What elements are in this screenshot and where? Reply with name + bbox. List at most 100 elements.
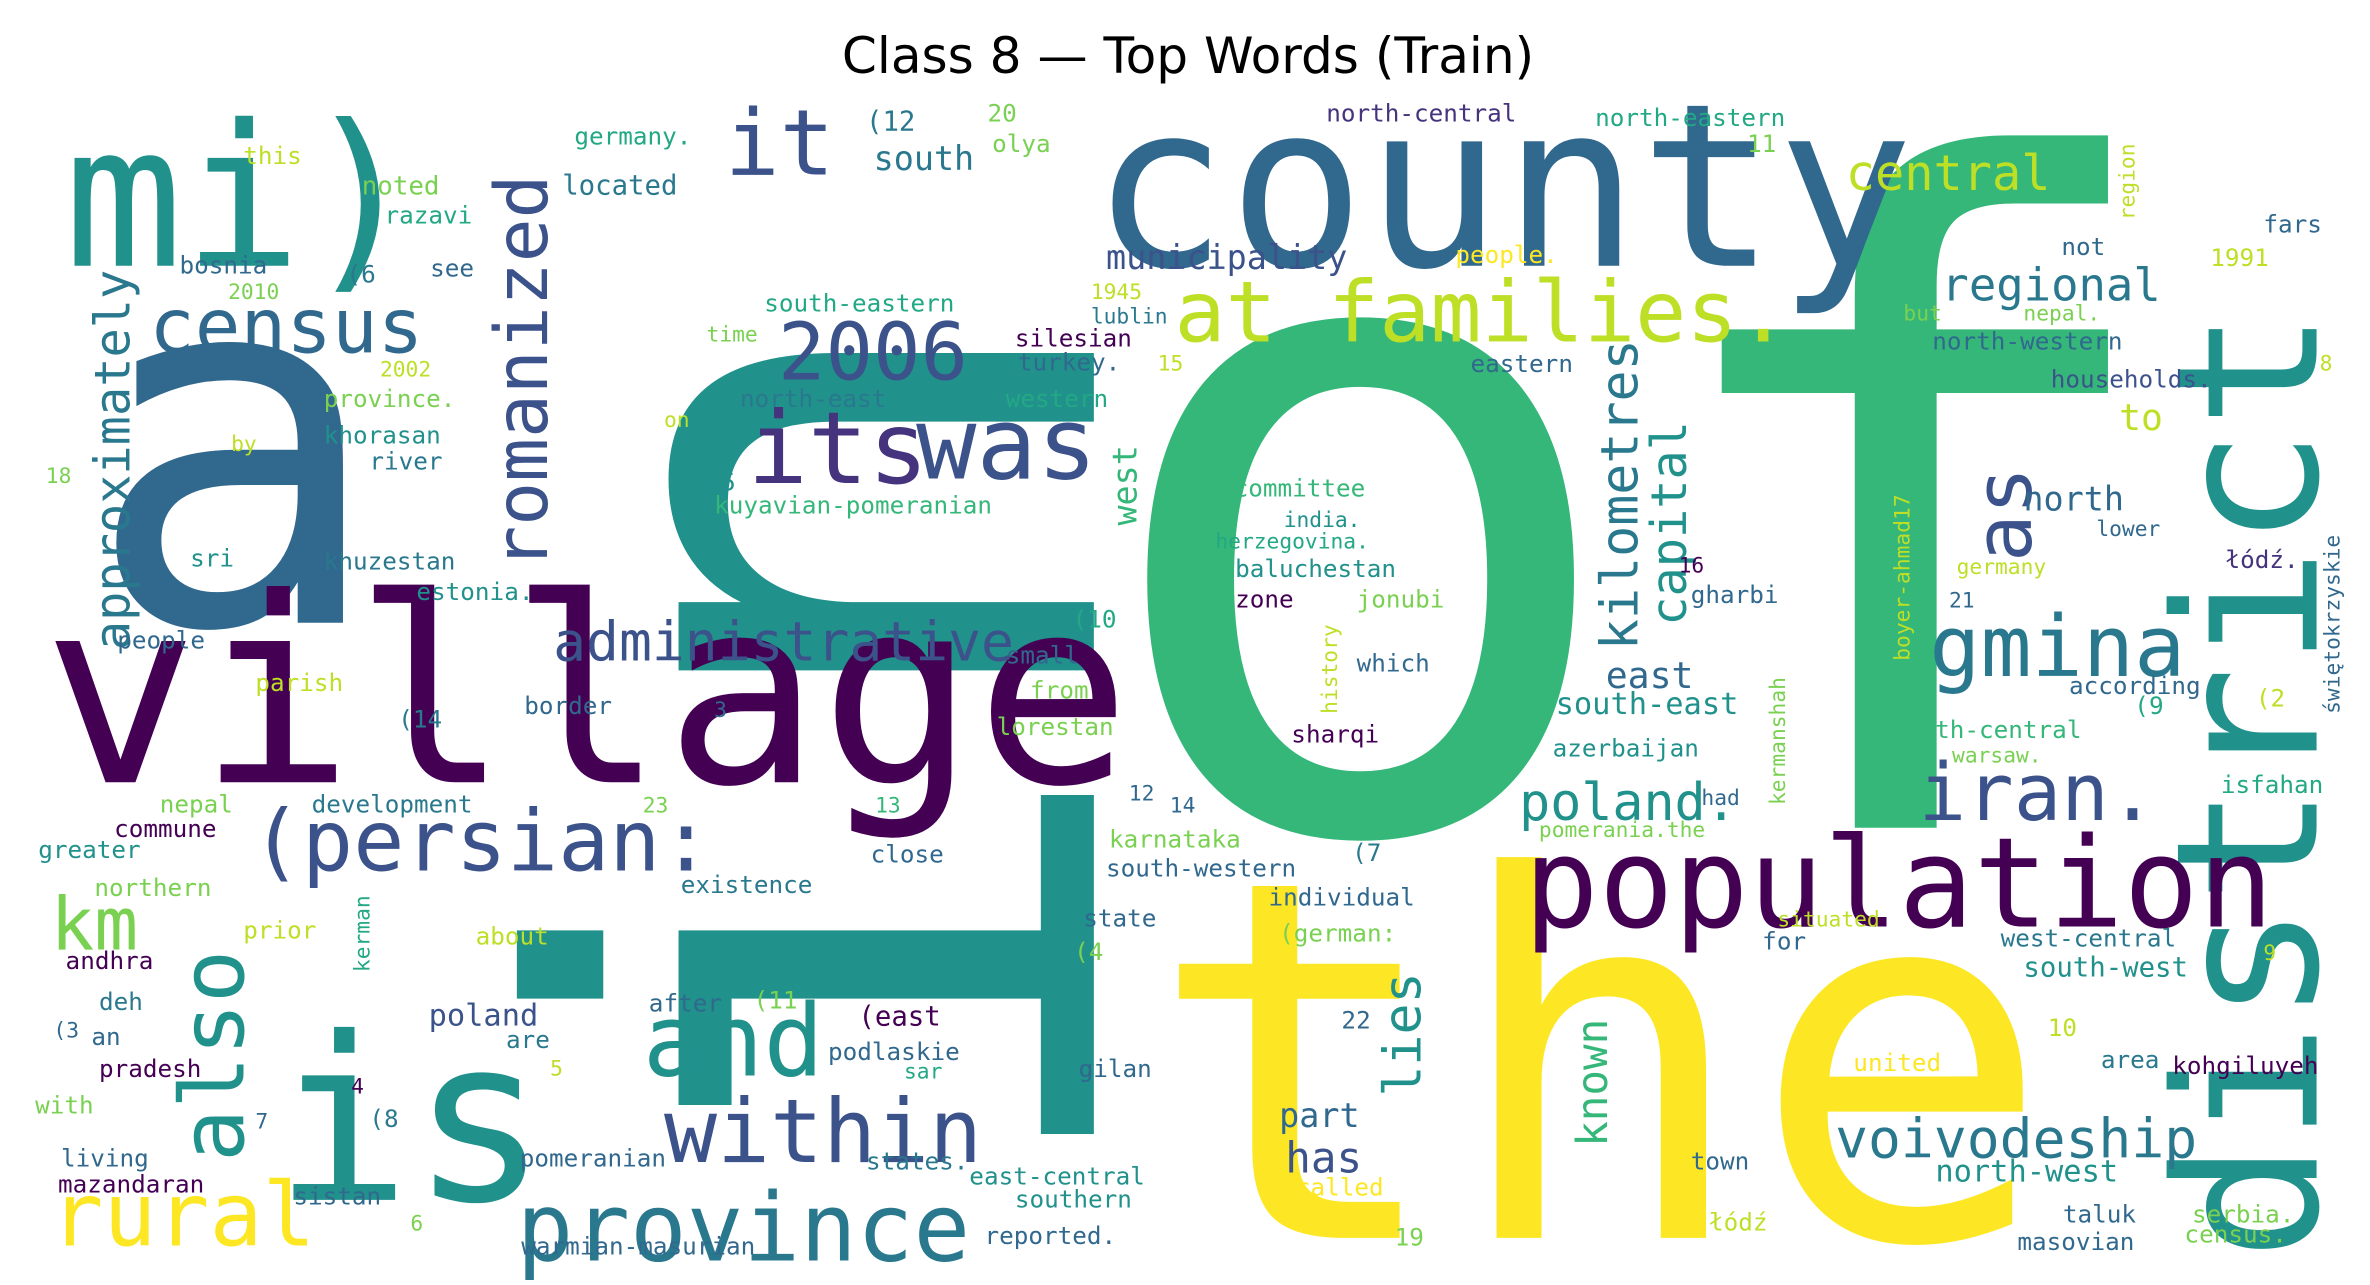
word: 5 [550, 1056, 563, 1081]
word: noted [362, 171, 440, 201]
word: lies [1373, 972, 1433, 1096]
word: eastern [1471, 349, 1573, 378]
word: people. [1455, 240, 1557, 269]
word: of [1086, 0, 2183, 1043]
word: 1991 [2210, 243, 2269, 272]
word: existence [681, 870, 813, 899]
word: part [1279, 1096, 1359, 1135]
word: warsaw. [1952, 743, 2042, 768]
word: north-west [1935, 1155, 2118, 1190]
word: nepal. [2023, 301, 2100, 326]
word: reported. [985, 1221, 1117, 1250]
word: its [748, 390, 929, 507]
word: border [524, 691, 612, 720]
word: north-east [740, 384, 886, 413]
word: sri [190, 544, 234, 573]
word: capital [1642, 421, 1698, 626]
word: 11 [1747, 129, 1776, 158]
word: (7 [1352, 838, 1381, 867]
word: zone [1235, 585, 1294, 614]
word: 8 [2320, 352, 2333, 377]
word: living [61, 1144, 149, 1173]
word: lower [2096, 517, 2160, 542]
word: sistan [293, 1181, 381, 1210]
word: situated [1777, 908, 1879, 933]
word: (10 [1073, 604, 1117, 633]
word: herzegovina. [1215, 529, 1369, 554]
word: about [476, 922, 549, 951]
word: gilan [1079, 1054, 1152, 1083]
word: south-west [2023, 953, 2188, 984]
word: area [2101, 1045, 2160, 1074]
word: which [1357, 648, 1430, 677]
word: and [643, 982, 824, 1099]
word: region [2115, 143, 2140, 220]
word: razavi [385, 200, 473, 229]
word: state [1083, 904, 1156, 933]
word: serbia. [2192, 1200, 2294, 1229]
word: population [1524, 812, 2274, 957]
word: census. [2184, 1219, 2286, 1248]
word: (4 [1074, 937, 1103, 966]
word: known [1569, 1019, 1618, 1147]
word: south-eastern [764, 288, 954, 317]
word: south-central [1891, 715, 2081, 744]
word: west [1105, 445, 1144, 525]
word: mazandaran [58, 1169, 204, 1198]
word: (east [858, 1001, 940, 1032]
word: province. [324, 384, 456, 413]
word: time [707, 323, 758, 348]
word: south [874, 139, 975, 178]
word: parish [255, 668, 343, 697]
word: świętokrzyskie [2320, 535, 2345, 714]
word: north-eastern [1595, 103, 1785, 132]
word: 15 [1158, 352, 1184, 377]
word: km [50, 882, 138, 967]
word: history [1318, 624, 1343, 714]
word: 19 [1395, 1223, 1424, 1252]
word: 10 [2048, 1013, 2077, 1042]
word: east-central [969, 1162, 1145, 1191]
word: lublin [1091, 305, 1168, 330]
word: germany. [574, 121, 691, 150]
word: romanized [480, 175, 565, 570]
word: india. [1284, 508, 1361, 533]
word: 2002 [380, 358, 431, 383]
word: voivodeship [1835, 1106, 2197, 1170]
word: east [1606, 654, 1694, 697]
word: town [1691, 1147, 1750, 1176]
word: 20 [988, 99, 1017, 128]
word: also [161, 950, 264, 1162]
word: individual [1269, 882, 1415, 911]
word: bosnia [179, 250, 267, 279]
word: commune [114, 814, 216, 843]
word: not [2061, 232, 2105, 261]
word: (6 [347, 260, 376, 289]
word: kuyavian-pomeranian [714, 490, 992, 519]
word: at families. [1174, 264, 1788, 363]
word: 9 [2263, 941, 2276, 966]
word: within [664, 1080, 982, 1183]
word: committee [1234, 474, 1366, 503]
word: (14 [398, 705, 442, 734]
word: 1945 [1091, 280, 1142, 305]
word: andhra [66, 946, 154, 975]
word: development [312, 790, 473, 819]
word: the [1147, 774, 2052, 1285]
word: are [506, 1025, 550, 1054]
word: was [916, 385, 1097, 502]
word: households. [2051, 364, 2212, 393]
word: a [84, 159, 386, 742]
word: pomerania.the [1539, 818, 1705, 843]
word: according [2069, 671, 2201, 700]
word: 2010 [228, 280, 279, 305]
word: warmian-masurian [521, 1232, 755, 1261]
word: administrative [553, 610, 1014, 674]
word: (2 [2256, 683, 2285, 712]
word: (3 [53, 1018, 79, 1043]
word: district [2134, 310, 2364, 1261]
word: regional [1941, 259, 2160, 312]
word: germany [1957, 555, 2047, 580]
word: rural [50, 1164, 315, 1267]
word: khuzestan [324, 547, 456, 576]
